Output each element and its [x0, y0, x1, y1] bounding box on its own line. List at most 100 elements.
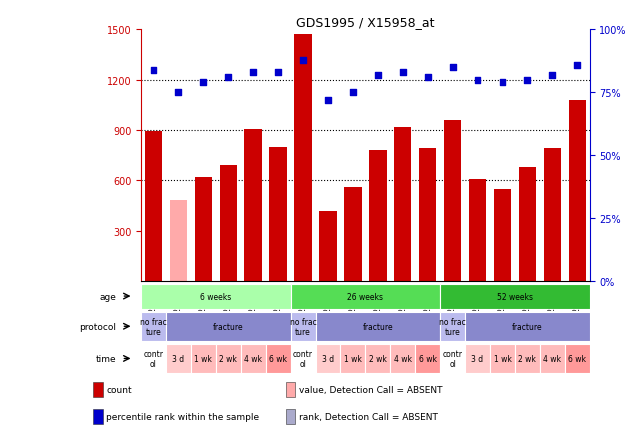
- Text: 2 wk: 2 wk: [369, 354, 387, 363]
- Bar: [440, 312, 465, 341]
- Bar: [519, 168, 536, 281]
- Bar: [170, 201, 187, 281]
- Point: [298, 57, 308, 64]
- Text: 6 wk: 6 wk: [419, 354, 437, 363]
- Bar: [394, 127, 412, 281]
- Bar: [419, 149, 437, 281]
- Point: [198, 79, 208, 86]
- Text: 1 wk: 1 wk: [194, 354, 212, 363]
- Bar: [465, 312, 590, 341]
- Text: no frac
ture: no frac ture: [439, 317, 466, 336]
- Bar: [294, 36, 312, 281]
- Text: 6 wk: 6 wk: [269, 354, 287, 363]
- Bar: [490, 344, 515, 373]
- Bar: [145, 132, 162, 281]
- Point: [323, 97, 333, 104]
- Bar: [166, 344, 191, 373]
- Bar: [315, 344, 340, 373]
- Bar: [315, 312, 440, 341]
- Bar: [286, 409, 295, 424]
- Bar: [141, 312, 166, 341]
- Text: 3 d: 3 d: [472, 354, 483, 363]
- Point: [372, 72, 383, 79]
- Text: 52 weeks: 52 weeks: [497, 292, 533, 301]
- Point: [472, 77, 483, 84]
- Bar: [290, 344, 315, 373]
- Point: [397, 69, 408, 76]
- Bar: [141, 284, 290, 309]
- Text: 2 wk: 2 wk: [519, 354, 537, 363]
- Bar: [290, 284, 440, 309]
- Bar: [166, 312, 290, 341]
- Bar: [415, 344, 440, 373]
- Bar: [286, 382, 295, 397]
- Bar: [469, 179, 487, 281]
- Bar: [241, 344, 265, 373]
- Bar: [444, 121, 462, 281]
- Text: no frac
ture: no frac ture: [140, 317, 167, 336]
- Point: [497, 79, 508, 86]
- Bar: [440, 344, 465, 373]
- Text: age: age: [99, 292, 116, 301]
- Bar: [369, 151, 387, 281]
- Text: rank, Detection Call = ABSENT: rank, Detection Call = ABSENT: [299, 412, 437, 421]
- Point: [248, 69, 258, 76]
- Text: contr
ol: contr ol: [443, 349, 463, 368]
- Bar: [141, 344, 166, 373]
- Bar: [365, 344, 390, 373]
- Point: [422, 75, 433, 82]
- Bar: [569, 101, 586, 281]
- Text: percentile rank within the sample: percentile rank within the sample: [106, 412, 259, 421]
- Text: contr
ol: contr ol: [293, 349, 313, 368]
- Text: 6 weeks: 6 weeks: [200, 292, 231, 301]
- Bar: [94, 409, 103, 424]
- Bar: [195, 178, 212, 281]
- Bar: [244, 130, 262, 281]
- Point: [223, 75, 233, 82]
- Text: 4 wk: 4 wk: [544, 354, 562, 363]
- Bar: [344, 187, 362, 281]
- Bar: [544, 149, 561, 281]
- Text: 6 wk: 6 wk: [569, 354, 587, 363]
- Bar: [290, 312, 315, 341]
- Bar: [216, 344, 241, 373]
- Text: 4 wk: 4 wk: [244, 354, 262, 363]
- Bar: [269, 148, 287, 281]
- Text: 26 weeks: 26 weeks: [347, 292, 383, 301]
- Bar: [515, 344, 540, 373]
- Bar: [440, 284, 590, 309]
- Bar: [494, 189, 512, 281]
- Text: protocol: protocol: [79, 322, 116, 331]
- Bar: [319, 212, 337, 281]
- Bar: [565, 344, 590, 373]
- Bar: [94, 382, 103, 397]
- Text: 1 wk: 1 wk: [494, 354, 512, 363]
- Bar: [265, 344, 290, 373]
- Point: [572, 62, 583, 69]
- Point: [148, 67, 158, 74]
- Point: [447, 65, 458, 72]
- Point: [522, 77, 533, 84]
- Text: no frac
ture: no frac ture: [290, 317, 317, 336]
- Bar: [540, 344, 565, 373]
- Point: [173, 89, 183, 96]
- Text: 3 d: 3 d: [322, 354, 334, 363]
- Text: 1 wk: 1 wk: [344, 354, 362, 363]
- Point: [348, 89, 358, 96]
- Bar: [390, 344, 415, 373]
- Bar: [340, 344, 365, 373]
- Text: fracture: fracture: [213, 322, 244, 331]
- Text: 2 wk: 2 wk: [219, 354, 237, 363]
- Text: contr
ol: contr ol: [144, 349, 163, 368]
- Text: 4 wk: 4 wk: [394, 354, 412, 363]
- Text: fracture: fracture: [363, 322, 393, 331]
- Text: fracture: fracture: [512, 322, 543, 331]
- Bar: [465, 344, 490, 373]
- Title: GDS1995 / X15958_at: GDS1995 / X15958_at: [296, 16, 435, 29]
- Bar: [191, 344, 216, 373]
- Text: time: time: [96, 354, 116, 363]
- Point: [273, 69, 283, 76]
- Text: value, Detection Call = ABSENT: value, Detection Call = ABSENT: [299, 385, 442, 394]
- Text: 3 d: 3 d: [172, 354, 185, 363]
- Bar: [219, 166, 237, 281]
